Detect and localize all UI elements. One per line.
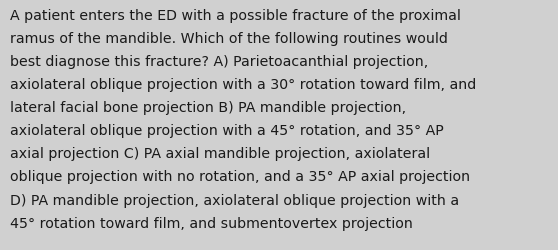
Text: A patient enters the ED with a possible fracture of the proximal: A patient enters the ED with a possible … bbox=[10, 9, 461, 23]
Text: best diagnose this fracture? A) Parietoacanthial projection,: best diagnose this fracture? A) Parietoa… bbox=[10, 55, 429, 69]
Text: D) PA mandible projection, axiolateral oblique projection with a: D) PA mandible projection, axiolateral o… bbox=[10, 193, 459, 207]
Text: axial projection C) PA axial mandible projection, axiolateral: axial projection C) PA axial mandible pr… bbox=[10, 147, 430, 161]
Text: lateral facial bone projection B) PA mandible projection,: lateral facial bone projection B) PA man… bbox=[10, 101, 406, 115]
Text: oblique projection with no rotation, and a 35° AP axial projection: oblique projection with no rotation, and… bbox=[10, 170, 470, 184]
Text: axiolateral oblique projection with a 30° rotation toward film, and: axiolateral oblique projection with a 30… bbox=[10, 78, 477, 92]
Text: axiolateral oblique projection with a 45° rotation, and 35° AP: axiolateral oblique projection with a 45… bbox=[10, 124, 444, 138]
Text: ramus of the mandible. Which of the following routines would: ramus of the mandible. Which of the foll… bbox=[10, 32, 448, 46]
Text: 45° rotation toward film, and submentovertex projection: 45° rotation toward film, and submentove… bbox=[10, 216, 413, 230]
